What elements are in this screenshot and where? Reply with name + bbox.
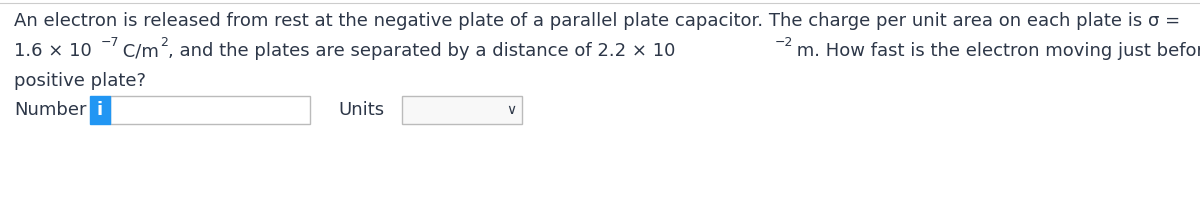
Text: , and the plates are separated by a distance of 2.2 × 10: , and the plates are separated by a dist… bbox=[168, 42, 676, 60]
FancyBboxPatch shape bbox=[110, 96, 310, 124]
FancyBboxPatch shape bbox=[402, 96, 522, 124]
Text: positive plate?: positive plate? bbox=[14, 72, 146, 90]
Text: Number: Number bbox=[14, 101, 86, 119]
Text: 2: 2 bbox=[161, 36, 168, 49]
Text: −7: −7 bbox=[101, 36, 119, 49]
Text: C/m: C/m bbox=[116, 42, 158, 60]
Text: m. How fast is the electron moving just before it reaches the: m. How fast is the electron moving just … bbox=[791, 42, 1200, 60]
Text: 1.6 × 10: 1.6 × 10 bbox=[14, 42, 91, 60]
Text: i: i bbox=[97, 101, 103, 119]
Text: ∨: ∨ bbox=[506, 103, 516, 117]
Text: An electron is released from rest at the negative plate of a parallel plate capa: An electron is released from rest at the… bbox=[14, 12, 1180, 30]
FancyBboxPatch shape bbox=[90, 96, 110, 124]
Text: Units: Units bbox=[338, 101, 384, 119]
Text: −2: −2 bbox=[775, 36, 793, 49]
